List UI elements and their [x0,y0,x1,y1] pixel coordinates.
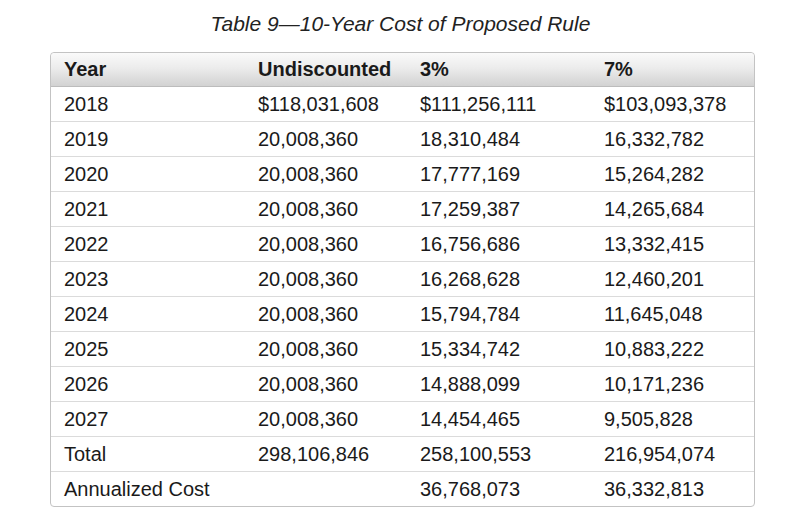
table-cell: 2019 [51,121,245,156]
table-row: 202520,008,36015,334,74210,883,222 [51,331,754,366]
table-row: 202420,008,36015,794,78411,645,048 [51,296,754,331]
table-cell: 2026 [51,366,245,401]
table-cell: 12,460,201 [591,261,754,296]
table-cell: 298,106,846 [245,436,407,471]
table-cell: 2018 [51,87,245,121]
table-cell: 17,777,169 [407,156,591,191]
table-cell: 20,008,360 [245,366,407,401]
table-cell [245,471,407,506]
table-cell: 20,008,360 [245,191,407,226]
table-cell: 20,008,360 [245,226,407,261]
table-title: Table 9—10-Year Cost of Proposed Rule [0,12,801,36]
cost-table: YearUndiscounted3%7% 2018$118,031,608$11… [50,52,755,507]
table-cell: 9,505,828 [591,401,754,436]
table-cell: 2021 [51,191,245,226]
table-row: 202120,008,36017,259,38714,265,684 [51,191,754,226]
table-cell: 2027 [51,401,245,436]
table-cell: 20,008,360 [245,261,407,296]
table-cell: 20,008,360 [245,401,407,436]
table-cell: 20,008,360 [245,121,407,156]
table-cell: 20,008,360 [245,156,407,191]
table-cell: 11,645,048 [591,296,754,331]
table-cell: 2023 [51,261,245,296]
document-page: Table 9—10-Year Cost of Proposed Rule Ye… [0,0,801,522]
table-row: Total298,106,846258,100,553216,954,074 [51,436,754,471]
table-cell: 20,008,360 [245,296,407,331]
table-row: 202720,008,36014,454,4659,505,828 [51,401,754,436]
table-cell: $103,093,378 [591,87,754,121]
table-cell: 18,310,484 [407,121,591,156]
column-header: Undiscounted [245,53,407,87]
header-row: YearUndiscounted3%7% [51,53,754,87]
table-cell: 15,264,282 [591,156,754,191]
table-cell: 216,954,074 [591,436,754,471]
table-body: 2018$118,031,608$111,256,111$103,093,378… [51,87,754,506]
table-row: 202620,008,36014,888,09910,171,236 [51,366,754,401]
table-cell: 15,794,784 [407,296,591,331]
table-row: 202320,008,36016,268,62812,460,201 [51,261,754,296]
table-cell: 2020 [51,156,245,191]
table-row: Annualized Cost 36,768,07336,332,813 [51,471,754,506]
table-row: 201920,008,36018,310,48416,332,782 [51,121,754,156]
table-row: 202220,008,36016,756,68613,332,415 [51,226,754,261]
table-cell: 10,883,222 [591,331,754,366]
table-cell: 15,334,742 [407,331,591,366]
table-cell: 36,768,073 [407,471,591,506]
table-cell: 2024 [51,296,245,331]
table-cell: 258,100,553 [407,436,591,471]
table-cell: 10,171,236 [591,366,754,401]
column-header: 7% [591,53,754,87]
table-cell: 36,332,813 [591,471,754,506]
table-cell: 14,265,684 [591,191,754,226]
table-cell: 13,332,415 [591,226,754,261]
column-header: 3% [407,53,591,87]
table-cell: 16,756,686 [407,226,591,261]
table-cell: 20,008,360 [245,331,407,366]
table-header: YearUndiscounted3%7% [51,53,754,87]
table-row: 2018$118,031,608$111,256,111$103,093,378 [51,87,754,121]
table-row: 202020,008,36017,777,16915,264,282 [51,156,754,191]
table-cell: 14,888,099 [407,366,591,401]
column-header: Year [51,53,245,87]
table-cell: $111,256,111 [407,87,591,121]
table-cell: $118,031,608 [245,87,407,121]
table-cell: 16,268,628 [407,261,591,296]
table-cell: 17,259,387 [407,191,591,226]
table-cell: 2022 [51,226,245,261]
table-cell: 16,332,782 [591,121,754,156]
table-cell: 14,454,465 [407,401,591,436]
table-cell: Annualized Cost [51,471,245,506]
table-cell: 2025 [51,331,245,366]
table-cell: Total [51,436,245,471]
